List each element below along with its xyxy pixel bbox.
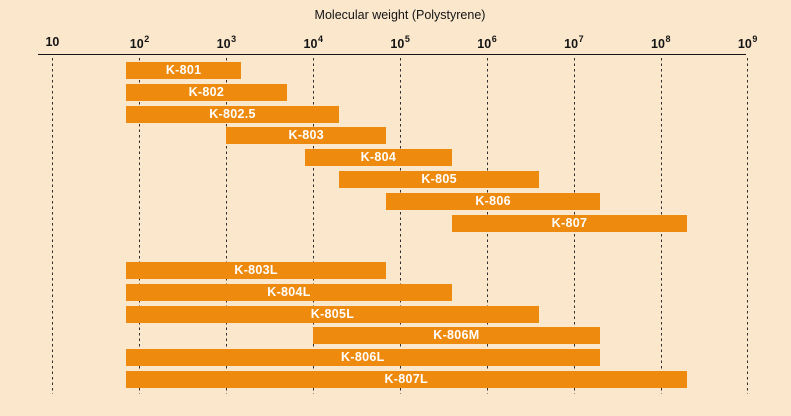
range-bar-K-801: K-801	[125, 62, 242, 79]
x-axis-line	[38, 54, 746, 55]
bar-label: K-806M	[433, 328, 480, 343]
x-axis-title: Molecular weight (Polystyrene)	[314, 8, 486, 22]
range-bar-K-806: K-806	[386, 192, 600, 210]
bar-label: K-805	[421, 172, 457, 186]
decade-gridline	[139, 58, 141, 394]
range-bar-K-806L: K-806L	[125, 349, 600, 367]
decade-gridline	[399, 58, 401, 394]
range-bar-K-803: K-803	[226, 127, 387, 145]
bar-label: K-802.5	[209, 106, 256, 121]
x-tick-label: 108	[651, 34, 671, 52]
bar-label: K-804	[360, 150, 397, 165]
x-tick-label: 106	[477, 34, 497, 52]
bar-label: K-807L	[384, 372, 428, 386]
x-tick-label: 102	[129, 34, 150, 52]
x-tick-label: 105	[390, 34, 410, 52]
range-bar-K-807L: K-807L	[125, 371, 687, 388]
bar-label: K-806L	[341, 350, 385, 365]
range-bar-K-805L: K-805L	[125, 305, 540, 323]
range-bar-K-802: K-802	[125, 83, 287, 101]
x-tick-label: 10	[45, 35, 60, 49]
decade-gridline	[226, 58, 228, 394]
bar-label: K-802	[188, 84, 225, 99]
bar-label: K-803	[288, 128, 325, 143]
decade-gridline	[313, 58, 315, 394]
x-tick-label: 107	[564, 34, 584, 52]
range-bar-K-803L: K-803L	[125, 262, 387, 279]
decade-gridline	[747, 58, 749, 394]
decade-gridline	[52, 58, 54, 394]
range-bar-K-804: K-804	[304, 149, 453, 167]
bar-label: K-806	[475, 193, 511, 208]
range-bar-K-802.5: K-802.5	[125, 105, 340, 123]
range-bar-K-805: K-805	[339, 171, 540, 188]
bar-label: K-801	[165, 63, 202, 77]
bar-label: K-805L	[310, 306, 355, 321]
bar-label: K-804L	[267, 284, 311, 299]
bar-label: K-803L	[234, 263, 278, 277]
x-tick-label: 103	[216, 34, 237, 52]
bar-label: K-807	[551, 215, 588, 230]
range-bar-K-807: K-807	[452, 214, 687, 232]
x-tick-label: 104	[303, 34, 323, 52]
x-tick-label: 109	[737, 34, 758, 52]
range-bar-K-806M: K-806M	[313, 327, 600, 345]
range-bar-K-804L: K-804L	[125, 283, 453, 301]
